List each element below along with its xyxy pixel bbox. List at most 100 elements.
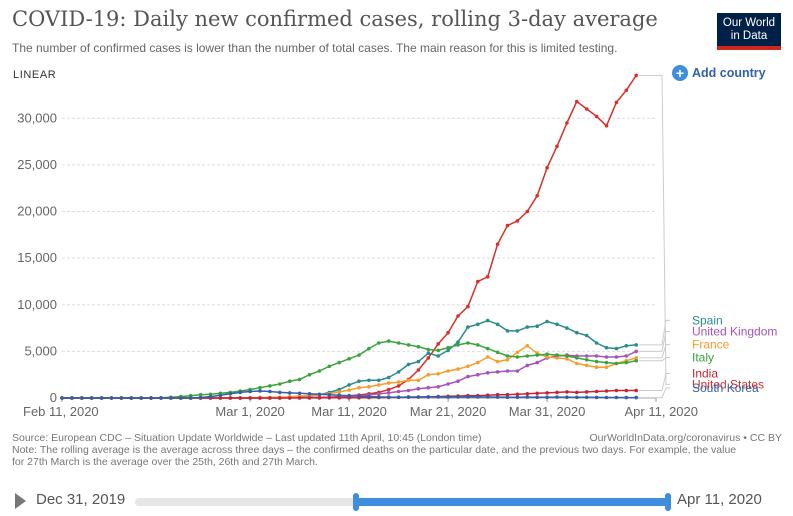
data-point bbox=[555, 144, 559, 149]
data-point bbox=[505, 395, 510, 400]
data-point bbox=[347, 357, 351, 361]
x-tick-label: Mar 1, 2020 bbox=[215, 404, 284, 419]
data-point bbox=[396, 370, 401, 374]
timeline-end-handle[interactable] bbox=[665, 493, 671, 511]
data-point bbox=[466, 341, 470, 345]
y-axis: 0 5,000 10,000 15,000 20,000 25,000 30,000 bbox=[17, 110, 57, 405]
legend-label[interactable]: United Kingdom bbox=[692, 325, 777, 339]
data-point bbox=[575, 361, 579, 366]
data-point bbox=[248, 389, 252, 394]
legend-connector bbox=[639, 372, 670, 392]
data-point bbox=[70, 396, 74, 400]
timeline-start-handle[interactable] bbox=[353, 493, 360, 511]
data-point bbox=[604, 345, 609, 350]
scale-toggle[interactable]: LINEAR bbox=[13, 69, 57, 81]
data-point bbox=[426, 385, 431, 390]
data-point bbox=[278, 396, 282, 400]
data-point bbox=[515, 395, 520, 400]
data-point bbox=[485, 346, 490, 351]
data-point bbox=[555, 322, 559, 327]
data-point bbox=[515, 329, 520, 333]
legend-label[interactable]: South Korea bbox=[692, 381, 759, 395]
legend-label[interactable]: Italy bbox=[692, 351, 714, 365]
data-point bbox=[495, 350, 500, 355]
data-point bbox=[614, 355, 619, 359]
x-tick-label: Mar 21, 2020 bbox=[410, 404, 487, 419]
data-point bbox=[505, 369, 510, 373]
data-point bbox=[535, 353, 539, 357]
data-point bbox=[495, 322, 500, 327]
data-point bbox=[456, 395, 460, 399]
data-point bbox=[594, 395, 599, 400]
data-point bbox=[297, 391, 302, 396]
data-point bbox=[485, 355, 490, 359]
data-point bbox=[119, 396, 124, 400]
data-point bbox=[198, 395, 203, 400]
data-point bbox=[485, 395, 490, 399]
data-point bbox=[99, 396, 104, 400]
data-point bbox=[327, 396, 332, 400]
data-point bbox=[416, 344, 421, 349]
data-point bbox=[188, 396, 193, 400]
data-point bbox=[466, 325, 470, 329]
data-point bbox=[624, 360, 629, 365]
data-point bbox=[614, 361, 619, 366]
data-point bbox=[575, 395, 579, 400]
data-point bbox=[278, 390, 282, 395]
data-point bbox=[634, 356, 638, 360]
play-icon[interactable] bbox=[15, 493, 26, 509]
y-tick-label: 5,000 bbox=[24, 343, 57, 358]
data-point bbox=[307, 392, 312, 396]
data-point bbox=[287, 391, 292, 395]
data-point bbox=[614, 388, 619, 393]
timeline-selected-range[interactable] bbox=[356, 498, 668, 506]
legend-label[interactable]: France bbox=[692, 338, 730, 352]
data-point bbox=[139, 396, 143, 400]
data-point bbox=[337, 390, 342, 394]
data-point bbox=[248, 396, 252, 400]
x-tick-label: Mar 11, 2020 bbox=[311, 404, 387, 419]
data-point bbox=[357, 379, 361, 384]
data-point bbox=[426, 347, 431, 352]
data-point bbox=[525, 392, 530, 396]
data-point bbox=[535, 360, 539, 365]
data-point bbox=[258, 396, 262, 400]
data-point bbox=[377, 341, 381, 345]
data-point bbox=[179, 396, 183, 400]
legend-label[interactable]: United States bbox=[692, 377, 764, 391]
timeline-start-label: Dec 31, 2019 bbox=[36, 491, 126, 508]
data-point bbox=[495, 242, 500, 246]
add-country-button[interactable]: + Add country bbox=[672, 64, 766, 82]
legend-connector bbox=[639, 331, 670, 352]
legend-connector bbox=[639, 344, 670, 359]
data-point bbox=[169, 396, 173, 400]
data-point bbox=[446, 369, 450, 373]
data-point bbox=[624, 88, 629, 93]
data-point bbox=[317, 396, 322, 400]
legend-label[interactable]: Spain bbox=[692, 313, 723, 327]
data-point bbox=[436, 395, 441, 399]
data-point bbox=[446, 330, 450, 335]
data-point bbox=[614, 395, 619, 400]
data-point bbox=[535, 395, 539, 400]
data-point bbox=[525, 395, 530, 399]
data-point bbox=[337, 360, 342, 365]
y-tick-label: 0 bbox=[50, 390, 57, 405]
data-point bbox=[594, 114, 599, 119]
owid-logo[interactable]: Our World in Data bbox=[717, 13, 781, 50]
data-point bbox=[634, 343, 638, 347]
data-point bbox=[515, 350, 520, 355]
data-point bbox=[377, 392, 381, 396]
data-point bbox=[476, 360, 480, 365]
data-point bbox=[426, 395, 431, 399]
legend-label[interactable]: India bbox=[692, 366, 718, 380]
data-point bbox=[505, 354, 510, 358]
data-point bbox=[525, 209, 530, 214]
credit-link[interactable]: OurWorldInData.org/coronavirus • CC BY bbox=[589, 432, 782, 444]
data-point bbox=[268, 384, 272, 388]
data-point bbox=[515, 392, 520, 397]
y-tick-label: 20,000 bbox=[17, 204, 57, 219]
data-point bbox=[287, 396, 292, 400]
data-point bbox=[545, 352, 549, 357]
chart-grid bbox=[62, 117, 656, 352]
